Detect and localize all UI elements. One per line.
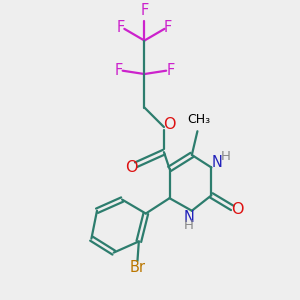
Text: O: O [125, 160, 137, 175]
Text: F: F [164, 20, 172, 35]
Text: CH₃: CH₃ [187, 113, 210, 126]
Text: O: O [231, 202, 244, 217]
Text: F: F [114, 63, 123, 78]
Text: Br: Br [129, 260, 146, 275]
Text: H: H [220, 150, 230, 163]
Text: F: F [166, 63, 175, 78]
Text: H: H [184, 219, 194, 232]
Text: N: N [212, 155, 223, 170]
Text: O: O [163, 117, 175, 132]
Text: N: N [184, 210, 194, 225]
Text: F: F [140, 3, 148, 18]
Text: F: F [117, 20, 125, 35]
